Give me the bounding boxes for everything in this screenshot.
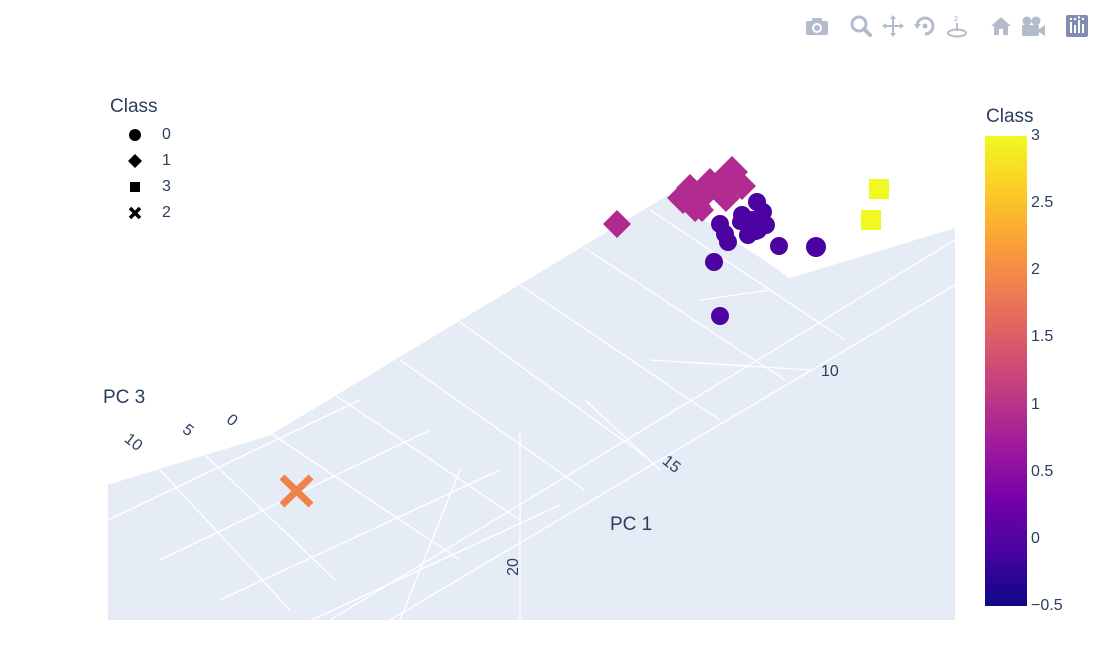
colorbar-tick-label: 2.5 <box>1031 194 1053 212</box>
colorbar-tick-label: 0 <box>1031 530 1040 548</box>
colorbar-tick-label: 0.5 <box>1031 463 1053 481</box>
class-3-square-point <box>861 210 881 230</box>
legend-item-0[interactable]: 0 <box>110 122 171 148</box>
x-symbol-icon <box>122 200 148 226</box>
orbit-rotation-icon[interactable] <box>911 12 939 40</box>
class-0-circle-point <box>806 237 826 257</box>
legend-item-3[interactable]: 3 <box>110 174 171 200</box>
colorbar <box>985 136 1027 606</box>
colorbar-tick-label: 1.5 <box>1031 328 1053 346</box>
legend-item-1[interactable]: 1 <box>110 148 171 174</box>
class-0-circle-point <box>705 253 723 271</box>
legend-title: Class <box>110 96 171 118</box>
colorbar-tick-label: −0.5 <box>1031 597 1063 615</box>
colorbar-title: Class <box>986 106 1034 128</box>
square-symbol-icon <box>122 174 148 200</box>
turntable-rotation-icon[interactable]: z <box>943 12 971 40</box>
pc3-axis-title: PC 3 <box>103 387 145 409</box>
class-0-circle-point <box>748 224 764 240</box>
pan-icon[interactable] <box>879 12 907 40</box>
circle-symbol-icon <box>122 122 148 148</box>
svg-text:z: z <box>954 14 958 23</box>
colorbar-tick-label: 1 <box>1031 396 1040 414</box>
class-0-circle-point <box>770 237 788 255</box>
home-icon[interactable] <box>987 12 1015 40</box>
plotly-logo-icon[interactable] <box>1063 12 1091 40</box>
pc1-tick-label: 20 <box>505 558 523 576</box>
colorbar-tick-label: 2 <box>1031 261 1040 279</box>
legend-item-label: 0 <box>162 126 171 144</box>
modebar: z <box>803 12 1091 40</box>
class-0-circle-point <box>719 233 737 251</box>
colorbar-tick-label: 3 <box>1031 127 1040 145</box>
class-3-square-point <box>869 179 889 199</box>
pc1-axis-title: PC 1 <box>610 514 652 536</box>
camera-view-icon[interactable] <box>1019 12 1047 40</box>
diamond-symbol-icon <box>122 148 148 174</box>
legend-item-label: 2 <box>162 204 171 222</box>
class-0-circle-point <box>711 307 729 325</box>
legend-item-2[interactable]: 2 <box>110 200 171 226</box>
legend-item-label: 1 <box>162 152 171 170</box>
camera-icon[interactable] <box>803 12 831 40</box>
legend-item-label: 3 <box>162 178 171 196</box>
pc1-tick-label: 10 <box>821 363 839 381</box>
zoom-icon[interactable] <box>847 12 875 40</box>
scene-plane <box>108 195 955 620</box>
legend: Class 0 1 3 2 <box>110 96 171 226</box>
